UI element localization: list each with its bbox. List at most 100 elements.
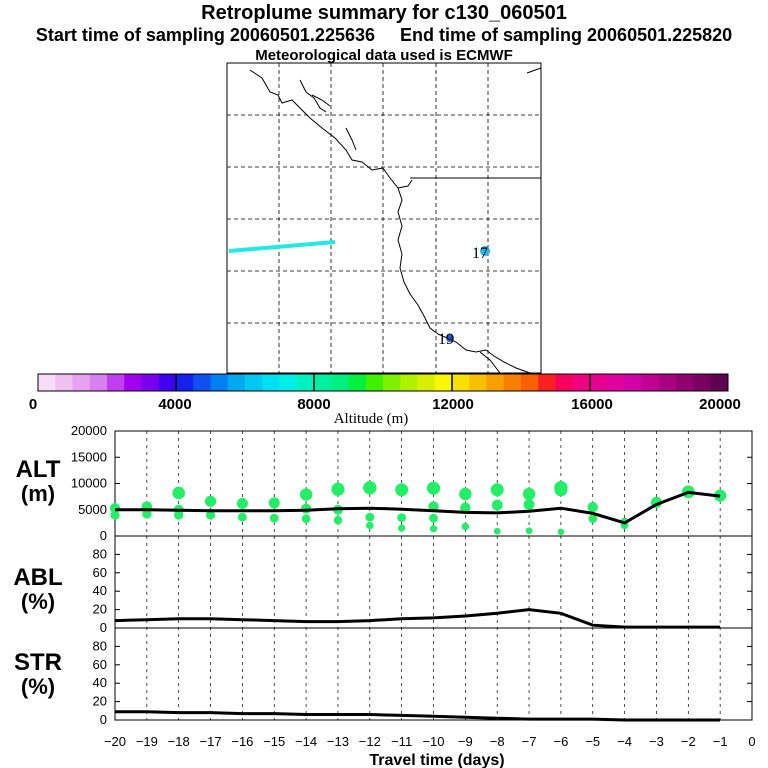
alt-scatter-point	[363, 481, 377, 495]
alt-scatter-point	[554, 483, 568, 497]
colorbar-swatch	[452, 374, 470, 391]
colorbar-swatch	[417, 374, 436, 391]
alt-scatter-point	[301, 514, 311, 523]
alt-scatter-point	[491, 499, 503, 511]
str-ylabel-bottom: (%)	[21, 674, 55, 699]
alt-scatter-point	[525, 527, 533, 535]
y-tick-label: 40	[93, 583, 107, 598]
colorbar-swatch	[296, 374, 315, 391]
met-data-label: Meteorological data used is ECMWF	[255, 47, 513, 64]
x-tick-label: −2	[681, 734, 696, 749]
alt-scatter-point	[426, 481, 441, 495]
colorbar-swatch	[89, 374, 108, 391]
colorbar-swatch	[676, 374, 694, 391]
colorbar-tick-4000: 4000	[158, 396, 191, 413]
y-tick-label: 80	[93, 638, 107, 653]
colorbar-swatch	[314, 374, 332, 391]
alt-scatter-point	[205, 510, 216, 520]
map-frame	[226, 62, 542, 374]
abl-series-line	[114, 608, 721, 629]
colorbar-swatch	[158, 374, 177, 391]
y-tick-label: 20000	[71, 423, 107, 438]
colorbar-swatch	[245, 374, 263, 391]
colorbar-swatch	[193, 374, 211, 391]
series-lines	[114, 490, 721, 722]
y-tick-labels: 0 5000 10000 15000 20000 0 20 40 60 80 0 20 40 60 80	[71, 423, 752, 727]
alt-scatter-point	[460, 502, 471, 513]
colorbar-swatch	[572, 374, 591, 391]
colorbar-swatch	[38, 374, 56, 391]
colorbar-swatch	[400, 374, 418, 391]
alt-scatter-point	[587, 501, 598, 513]
x-tick-label: −19	[136, 734, 158, 749]
end-time-label: End time of sampling 20060501.225820	[400, 25, 733, 45]
x-tick-label: −18	[168, 734, 190, 749]
alt-scatter-points	[109, 481, 727, 536]
colorbar-swatch	[107, 374, 125, 391]
abl-ylabel-bottom: (%)	[21, 589, 55, 614]
colorbar-swatch	[555, 374, 574, 391]
alt-scatter-point	[236, 497, 248, 509]
marker-17-label: 17	[472, 245, 488, 262]
colorbar-swatch	[590, 374, 608, 391]
colorbar-swatch	[641, 374, 660, 391]
colorbar-swatch	[710, 374, 729, 391]
altitude-colorbar	[37, 373, 729, 392]
alt-scatter-point	[557, 528, 565, 536]
colorbar-swatch	[434, 374, 453, 391]
alt-ylabel-bottom: (m)	[21, 481, 55, 506]
alt-scatter-point	[204, 495, 217, 507]
marker-17-dot	[480, 246, 490, 256]
colorbar-swatch	[538, 374, 556, 391]
colorbar-tick-8000: 8000	[297, 396, 330, 413]
sampling-times: Start time of sampling 20060501.225636 E…	[0, 25, 768, 46]
x-tick-label: −9	[458, 734, 473, 749]
colorbar-tick-labels: 0 4000 8000 12000 16000 20000	[29, 396, 741, 413]
x-tick-label: −13	[327, 734, 349, 749]
y-tick-label: 60	[93, 565, 107, 580]
y-tick-label: 5000	[78, 502, 107, 517]
x-tick-label: −7	[522, 734, 537, 749]
x-tick-label: −12	[359, 734, 381, 749]
x-tick-label: −5	[585, 734, 600, 749]
x-axis-label: Travel time (days)	[369, 752, 504, 768]
x-tick-labels: −20 −19 −18 −17 −16 −15 −14 −13 −12 −11 −10 −9 −8 −7−…	[104, 734, 756, 749]
x-tick-label: −10	[422, 734, 444, 749]
plume-trajectory	[228, 240, 336, 253]
alt-scatter-point	[268, 497, 280, 509]
alt-scatter-point	[110, 510, 120, 520]
x-tick-label: −16	[231, 734, 253, 749]
alt-scatter-point	[461, 522, 470, 531]
x-tick-label: −20	[104, 734, 126, 749]
str-series-line	[115, 710, 721, 722]
alt-scatter-point	[588, 514, 598, 523]
alt-scatter-point	[333, 516, 343, 525]
colorbar-swatch	[348, 374, 367, 391]
alt-scatter-point	[269, 513, 279, 523]
x-tick-label: −3	[649, 734, 664, 749]
alt-scatter-point	[490, 483, 504, 497]
colorbar-swatch	[607, 374, 625, 391]
y-tick-label: 80	[93, 546, 107, 561]
colorbar-swatch	[227, 374, 246, 391]
colorbar-swatch	[624, 374, 643, 391]
x-tick-label: −8	[490, 734, 505, 749]
y-tick-label: 40	[93, 675, 107, 690]
alt-ylabel-top: ALT	[16, 456, 61, 483]
alt-scatter-point	[398, 524, 406, 532]
alt-scatter-point	[523, 499, 535, 510]
str-ylabel-top: STR	[14, 649, 62, 676]
alt-scatter-point	[522, 487, 536, 501]
colorbar-swatch	[210, 374, 229, 391]
alt-scatter-point	[459, 487, 472, 501]
y-tick-label: 0	[100, 528, 107, 543]
alt-scatter-point	[238, 512, 247, 522]
colorbar-swatch	[383, 374, 401, 391]
alt-scatter-point	[493, 527, 501, 535]
alt-scatter-point	[429, 513, 438, 523]
colorbar-tick-12000: 12000	[432, 396, 474, 413]
colorbar-swatch	[279, 374, 298, 391]
y-tick-label: 15000	[71, 449, 107, 464]
alt-scatter-point	[395, 483, 409, 497]
